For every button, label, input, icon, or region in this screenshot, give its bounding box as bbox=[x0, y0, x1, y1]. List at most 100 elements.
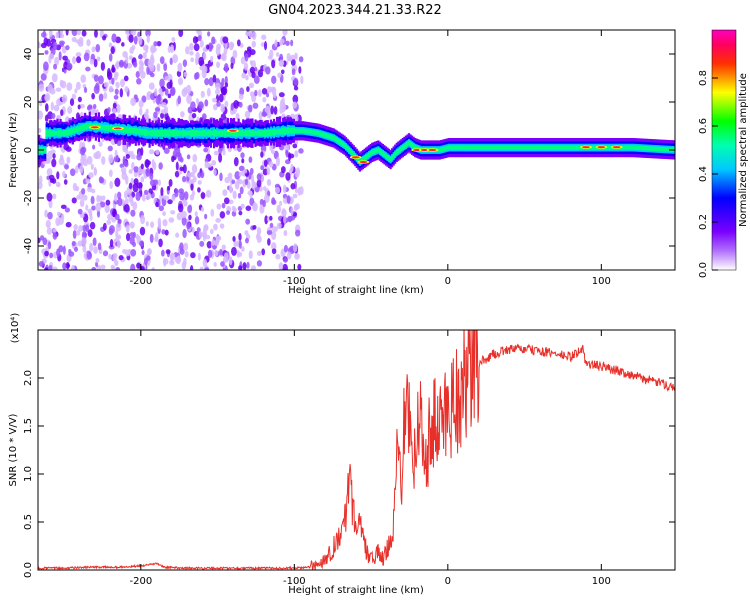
noise-cell bbox=[155, 201, 159, 208]
noise-cell bbox=[202, 258, 208, 268]
ridge-band bbox=[208, 129, 211, 137]
noise-cell bbox=[108, 53, 113, 62]
noise-cell bbox=[170, 210, 176, 215]
noise-cell bbox=[77, 104, 81, 110]
noise-cell bbox=[107, 145, 113, 152]
noise-cell bbox=[167, 199, 173, 205]
noise-cell bbox=[219, 223, 225, 229]
ridge-band bbox=[240, 130, 243, 137]
ridge-band bbox=[556, 145, 560, 150]
ridge-band bbox=[266, 130, 269, 136]
noise-cell bbox=[121, 42, 125, 47]
ridge-band bbox=[638, 145, 641, 151]
ridge-band bbox=[242, 130, 245, 136]
noise-cell bbox=[75, 52, 82, 58]
ridge-band bbox=[105, 125, 108, 131]
ridge-band bbox=[74, 127, 78, 133]
noise-cell bbox=[93, 58, 98, 68]
noise-cell bbox=[142, 52, 147, 59]
noise-cell bbox=[153, 41, 158, 47]
ridge-band bbox=[263, 129, 266, 137]
noise-cell bbox=[130, 197, 134, 207]
ridge-band bbox=[527, 145, 530, 150]
noise-cell bbox=[145, 167, 151, 177]
noise-cell bbox=[163, 63, 168, 72]
ridge-band bbox=[236, 129, 239, 137]
noise-cell bbox=[179, 242, 184, 251]
noise-cell bbox=[40, 73, 47, 81]
noise-cell bbox=[237, 251, 243, 257]
ridge-band bbox=[206, 130, 210, 136]
noise-cell bbox=[38, 42, 41, 49]
noise-cell bbox=[198, 101, 204, 110]
ridge-band bbox=[438, 147, 441, 153]
ridge-band bbox=[592, 145, 595, 150]
noise-cell bbox=[93, 152, 99, 160]
noise-cell bbox=[46, 192, 53, 202]
noise-cell bbox=[258, 111, 263, 120]
ridge-band bbox=[490, 145, 494, 150]
noise-cell bbox=[85, 204, 89, 211]
noise-cell bbox=[149, 149, 155, 155]
ridge-band bbox=[107, 125, 110, 132]
noise-cell bbox=[80, 147, 86, 156]
noise-cell bbox=[250, 265, 256, 270]
noise-cell bbox=[172, 149, 178, 158]
ridge-band bbox=[259, 130, 262, 137]
noise-cell bbox=[290, 163, 294, 173]
ridge-band bbox=[498, 145, 501, 150]
noise-cell bbox=[50, 101, 54, 111]
noise-cell bbox=[81, 187, 86, 195]
ridge-band bbox=[254, 130, 257, 136]
noise-cell bbox=[238, 240, 242, 249]
noise-cell bbox=[104, 204, 110, 214]
ridge-band bbox=[323, 132, 326, 138]
ridge-band bbox=[128, 127, 131, 134]
noise-cell bbox=[113, 94, 119, 100]
ridge-band bbox=[492, 145, 495, 150]
noise-cell bbox=[46, 168, 53, 177]
noise-cell bbox=[283, 244, 289, 253]
ridge-band bbox=[381, 151, 385, 156]
noise-cell bbox=[120, 78, 125, 88]
noise-cell bbox=[108, 224, 115, 234]
noise-cell bbox=[158, 205, 164, 212]
noise-cell bbox=[169, 259, 175, 266]
noise-cell bbox=[115, 213, 120, 221]
noise-cell bbox=[222, 36, 229, 44]
noise-cell bbox=[240, 152, 245, 159]
noise-cell bbox=[238, 101, 243, 108]
noise-cell bbox=[85, 178, 91, 184]
ridge-band bbox=[332, 135, 335, 141]
noise-cell bbox=[65, 30, 69, 36]
noise-cell bbox=[245, 218, 251, 225]
ridge-band bbox=[338, 139, 342, 145]
noise-cell bbox=[116, 104, 121, 114]
noise-cell bbox=[140, 163, 144, 170]
noise-cell bbox=[200, 90, 205, 98]
ridge-band bbox=[470, 145, 474, 150]
noise-cell bbox=[214, 249, 219, 257]
ridge-band bbox=[533, 145, 536, 150]
snr-scale-note: (x10⁴) bbox=[10, 313, 21, 344]
noise-cell bbox=[160, 112, 165, 119]
ridge-band bbox=[154, 129, 157, 137]
ridge-band bbox=[292, 127, 295, 134]
noise-cell bbox=[261, 248, 266, 256]
ridge-band bbox=[387, 156, 391, 161]
ridge-band bbox=[257, 130, 260, 137]
ridge-band bbox=[48, 129, 51, 137]
ridge-band bbox=[160, 129, 163, 137]
ridge-band bbox=[562, 145, 566, 150]
noise-cell bbox=[261, 87, 268, 95]
noise-cell bbox=[271, 59, 276, 69]
ridge-band bbox=[564, 145, 567, 150]
noise-cell bbox=[95, 258, 100, 264]
ridge-band bbox=[547, 145, 550, 150]
noise-cell bbox=[272, 92, 277, 99]
noise-cell bbox=[239, 42, 244, 48]
noise-cell bbox=[83, 232, 88, 238]
colorbar-tick-label: 0.6 bbox=[698, 118, 709, 134]
ridge-band bbox=[200, 130, 203, 137]
ridge-band bbox=[453, 145, 457, 150]
